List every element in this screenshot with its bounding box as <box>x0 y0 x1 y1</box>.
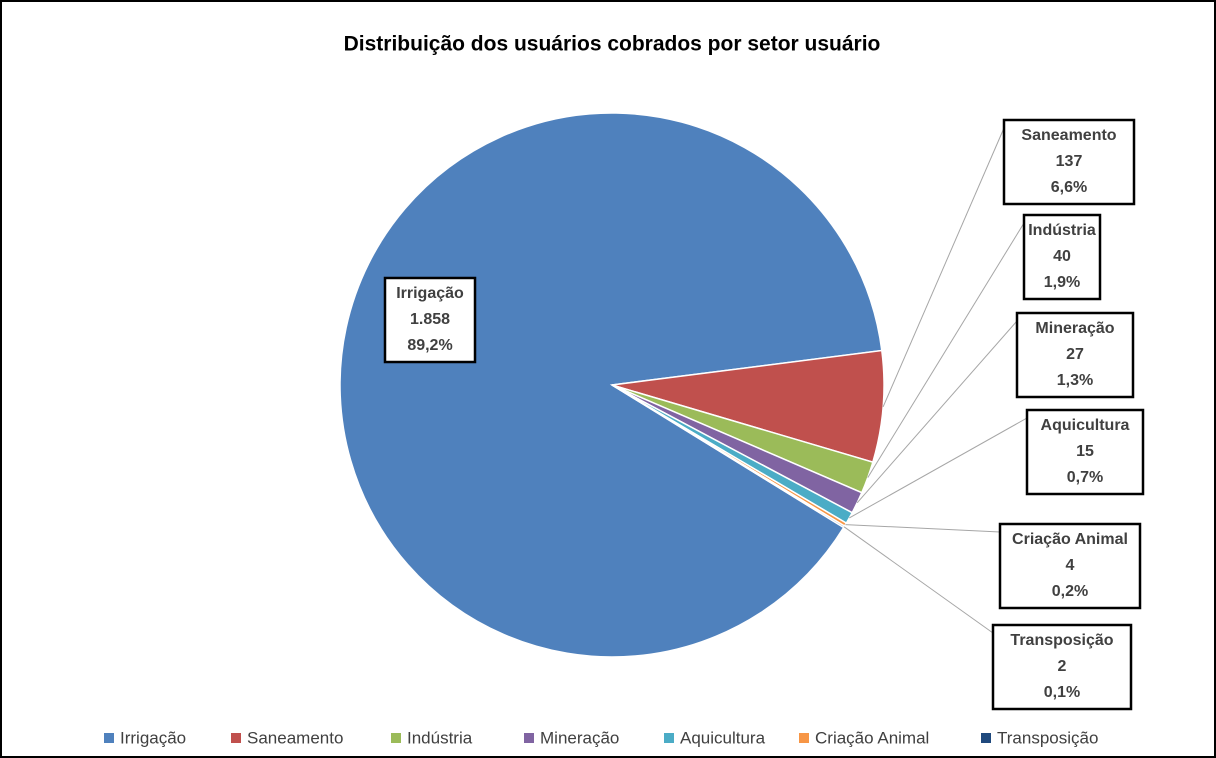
label-box <box>998 522 1142 610</box>
legend-swatch <box>104 733 114 743</box>
legend-label: Indústria <box>407 728 473 747</box>
legend-label: Criação Animal <box>815 728 929 747</box>
legend-swatch <box>799 733 809 743</box>
label-box <box>383 276 477 364</box>
legend-label: Irrigação <box>120 728 186 747</box>
leader-line <box>843 526 994 634</box>
slice-label-name: Saneamento <box>1021 127 1116 144</box>
label-box <box>1015 311 1135 399</box>
legend-label: Mineração <box>540 728 619 747</box>
chart-title: Distribuição dos usuários cobrados por s… <box>344 33 881 56</box>
slice-label-name: Indústria <box>1028 222 1096 239</box>
legend-swatch <box>391 733 401 743</box>
slice-label-percent: 0,1% <box>1044 684 1080 701</box>
slice-label-value: 137 <box>1056 153 1083 170</box>
slice-label-percent: 89,2% <box>407 337 452 354</box>
slice-label-name: Mineração <box>1035 320 1114 337</box>
legend-swatch <box>524 733 534 743</box>
slice-label-value: 40 <box>1053 248 1071 265</box>
slice-label-percent: 1,3% <box>1057 372 1093 389</box>
legend-swatch <box>664 733 674 743</box>
slice-label-percent: 6,6% <box>1051 179 1087 196</box>
leader-line <box>845 524 1001 533</box>
leader-line <box>856 320 1018 504</box>
legend-label: Transposição <box>997 728 1098 747</box>
slice-label-percent: 1,9% <box>1044 274 1080 291</box>
slice-label-value: 2 <box>1058 658 1067 675</box>
slice-label-value: 15 <box>1076 443 1094 460</box>
slice-label-value: 1.858 <box>410 311 450 328</box>
label-box <box>1002 118 1136 206</box>
slice-label-name: Aquicultura <box>1041 417 1130 434</box>
slice-label-percent: 0,2% <box>1052 583 1088 600</box>
pie-slice <box>611 349 885 464</box>
legend-label: Saneamento <box>247 728 343 747</box>
legend-swatch <box>231 733 241 743</box>
label-box <box>1022 213 1102 301</box>
label-box <box>1025 408 1145 496</box>
leader-line <box>882 127 1005 408</box>
slice-label-name: Transposição <box>1010 632 1113 649</box>
slice-label-percent: 0,7% <box>1067 469 1103 486</box>
leader-line <box>867 222 1025 478</box>
slice-label-value: 27 <box>1066 346 1084 363</box>
slice-label-name: Criação Animal <box>1012 531 1128 548</box>
leader-line <box>849 417 1028 519</box>
pie-slice <box>339 112 883 658</box>
slice-label-value: 4 <box>1066 557 1075 574</box>
legend-label: Aquicultura <box>680 728 766 747</box>
slice-label-name: Irrigação <box>396 285 464 302</box>
legend-swatch <box>981 733 991 743</box>
label-box <box>991 623 1133 711</box>
